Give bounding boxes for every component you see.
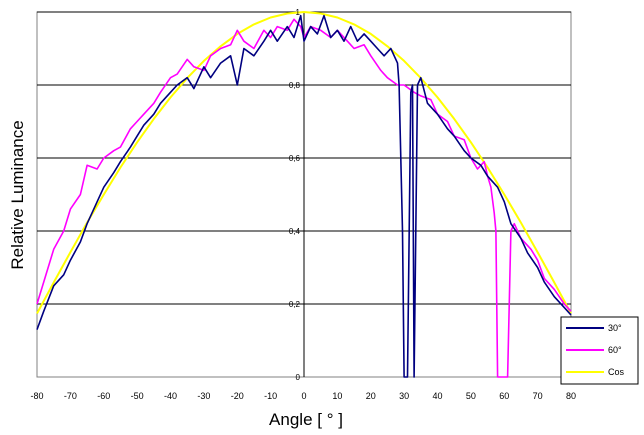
x-tick-label: 50 bbox=[466, 391, 476, 401]
y-tick-label: 0,6 bbox=[289, 154, 301, 163]
x-tick-labels: -80 -70 -60 -50 -40 -30 -20 -10 0 10 20 30 40 50 60 70 8… bbox=[30, 391, 576, 401]
x-tick-label: 80 bbox=[566, 391, 576, 401]
legend-label-1: 60° bbox=[608, 345, 622, 355]
x-tick-label: -20 bbox=[231, 391, 244, 401]
y-tick-label: 0 bbox=[296, 373, 301, 382]
x-tick-label: -80 bbox=[30, 391, 43, 401]
y-tick-label: 1 bbox=[296, 8, 301, 17]
y-axis-label: Relative Luminance bbox=[8, 120, 27, 269]
legend-label-2: Cos bbox=[608, 367, 625, 377]
y-tick-label: 0,4 bbox=[289, 227, 301, 236]
x-tick-label: 30 bbox=[399, 391, 409, 401]
y-tick-label: 0,8 bbox=[289, 81, 301, 90]
x-axis-label: Angle [ ° ] bbox=[269, 410, 343, 429]
x-tick-label: 10 bbox=[332, 391, 342, 401]
x-tick-label: -30 bbox=[197, 391, 210, 401]
x-tick-label: -10 bbox=[264, 391, 277, 401]
x-tick-label: -50 bbox=[131, 391, 144, 401]
legend: 30° 60° Cos bbox=[561, 317, 638, 384]
x-tick-label: 60 bbox=[499, 391, 509, 401]
x-tick-label: 70 bbox=[533, 391, 543, 401]
y-tick-label: 0,2 bbox=[289, 300, 301, 309]
legend-label-0: 30° bbox=[608, 323, 622, 333]
x-tick-label: -60 bbox=[97, 391, 110, 401]
x-tick-label: 0 bbox=[301, 391, 306, 401]
x-tick-label: 40 bbox=[432, 391, 442, 401]
x-tick-label: -70 bbox=[64, 391, 77, 401]
x-tick-label: -40 bbox=[164, 391, 177, 401]
x-tick-label: 20 bbox=[366, 391, 376, 401]
